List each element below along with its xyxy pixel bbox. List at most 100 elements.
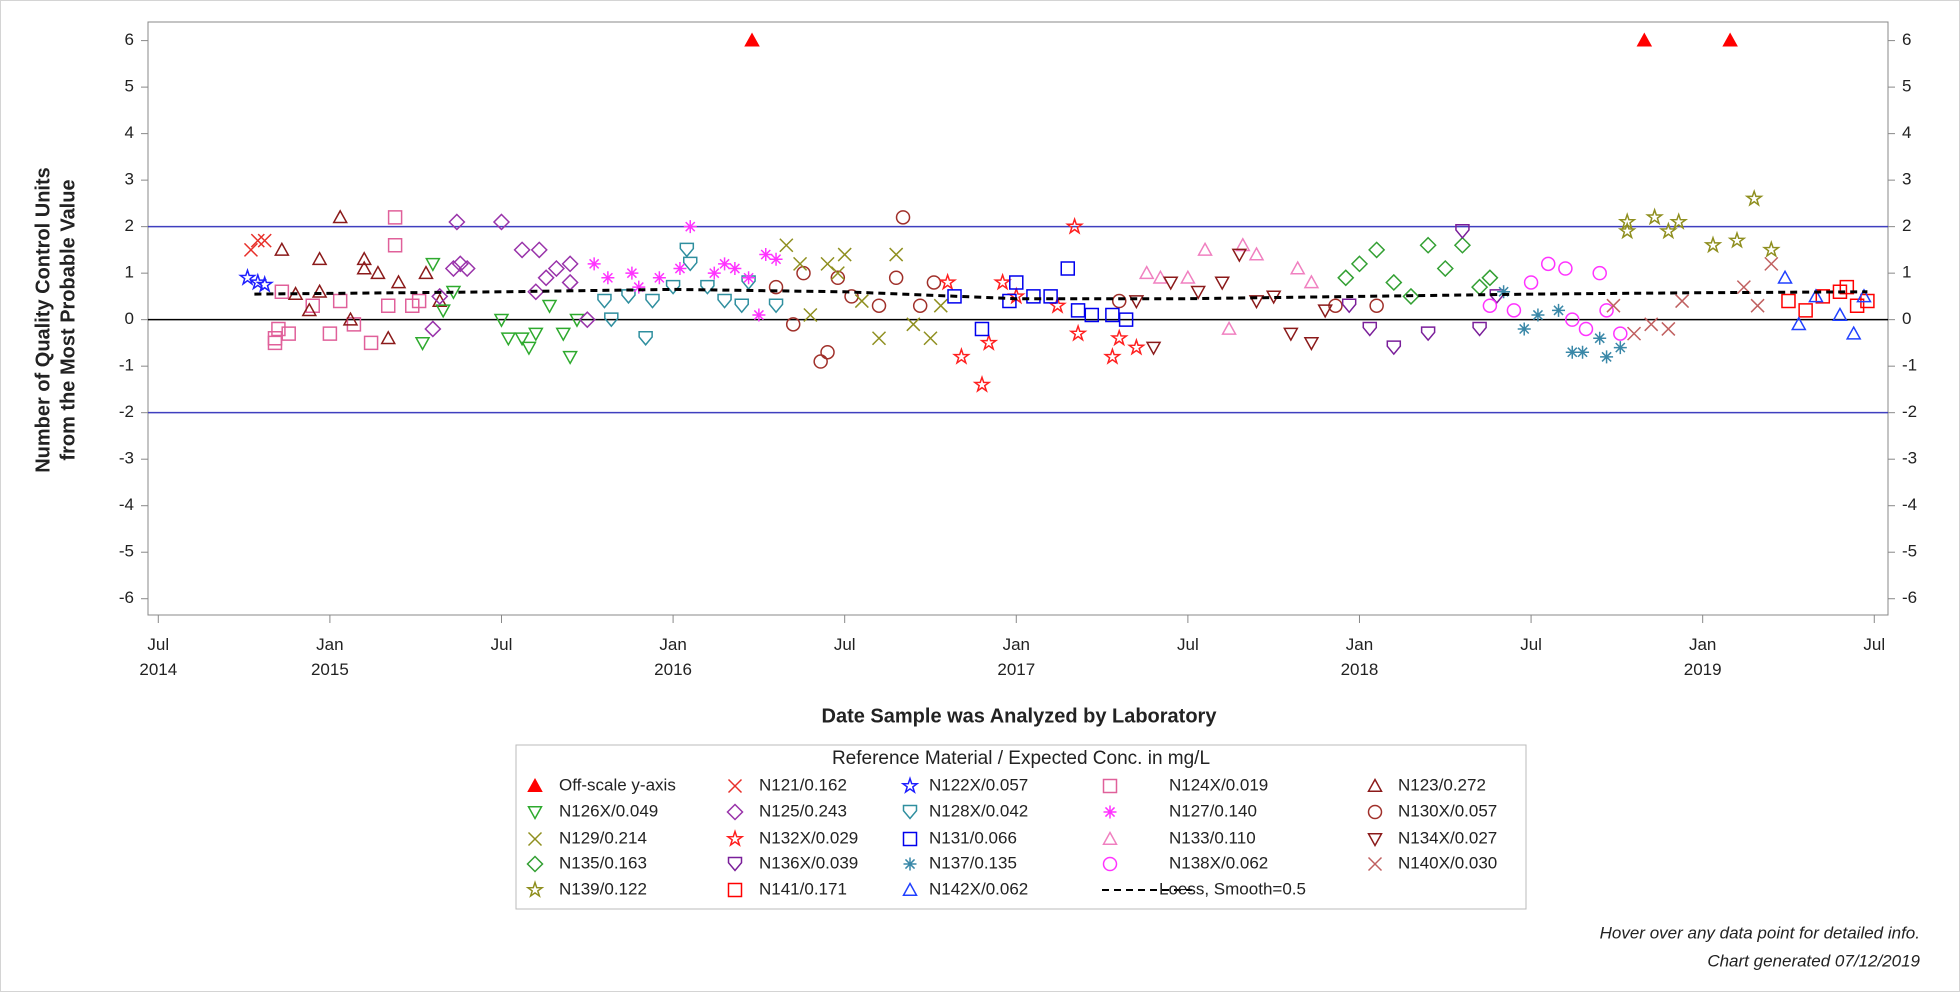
data-point (1627, 326, 1642, 341)
data-point (1613, 326, 1628, 341)
data-point (979, 332, 999, 351)
data-point (1727, 230, 1747, 249)
data-point (1419, 236, 1437, 254)
data-point (895, 210, 911, 225)
data-point (871, 331, 887, 346)
data-point (346, 317, 362, 332)
y-tick-label: 0 (1902, 309, 1911, 328)
data-point (1617, 221, 1637, 240)
data-point (1481, 269, 1499, 287)
data-point (1221, 320, 1237, 335)
legend-label: N129/0.214 (559, 828, 647, 847)
data-point (493, 313, 510, 328)
x-tick-label: Jan 2015 (311, 635, 349, 679)
y-tick-label: 4 (125, 123, 134, 142)
legend-marker (903, 857, 917, 871)
legend-marker (527, 806, 543, 821)
data-point (1453, 236, 1472, 254)
y-tick-label: 4 (1902, 123, 1911, 142)
data-point (742, 271, 756, 285)
legend-label: N134X/0.027 (1398, 828, 1497, 847)
data-point (830, 270, 846, 286)
data-point (673, 262, 687, 276)
data-point (1369, 298, 1384, 313)
data-point (435, 304, 451, 319)
data-point (1613, 341, 1627, 355)
data-point (1675, 294, 1690, 309)
data-point (1599, 303, 1614, 318)
data-point (830, 266, 845, 281)
data-point (281, 326, 296, 341)
legend-marker (900, 776, 920, 794)
legend-label: N140X/0.030 (1398, 853, 1497, 872)
y-tick-label: -6 (119, 588, 134, 607)
legend-title: Reference Material / Expected Conc. in m… (832, 748, 1210, 769)
data-point (1839, 279, 1855, 295)
x-tick-label: Jul (1520, 635, 1542, 654)
data-point (1565, 345, 1579, 359)
data-point (718, 257, 732, 271)
data-point (1636, 32, 1653, 47)
legend-marker (725, 829, 745, 847)
data-point (1472, 321, 1487, 337)
data-point (889, 247, 904, 262)
data-point (1455, 224, 1470, 239)
x-tick-label: Jul (1863, 635, 1885, 654)
y-tick-label: -3 (1902, 449, 1917, 468)
data-point (492, 213, 511, 231)
data-point (562, 350, 578, 365)
data-point (587, 257, 601, 271)
data-point (1402, 287, 1420, 305)
data-point (1368, 241, 1386, 259)
y-tick-label: -4 (119, 495, 134, 514)
data-point (1231, 248, 1248, 263)
data-point (561, 255, 579, 273)
legend-marker (1367, 777, 1383, 792)
data-point (632, 280, 646, 294)
data-point (645, 293, 660, 309)
data-point (1578, 321, 1594, 337)
data-point (741, 275, 756, 291)
data-point (1790, 316, 1807, 331)
legend-marker (902, 804, 918, 820)
data-point (923, 331, 938, 346)
legend-label: N141/0.171 (759, 879, 847, 898)
y-tick-label: 6 (125, 30, 134, 49)
data-point (1600, 350, 1614, 364)
y-tick-label: -5 (119, 542, 134, 561)
data-point (444, 259, 463, 278)
data-point (458, 259, 476, 278)
data-point (1068, 323, 1088, 342)
data-point (683, 220, 697, 234)
data-point (1162, 276, 1179, 291)
legend-label: N126X/0.049 (559, 801, 658, 820)
legend-label: N128X/0.042 (929, 801, 1028, 820)
data-point (906, 317, 921, 332)
data-point (1558, 261, 1573, 276)
data-point (1540, 256, 1556, 272)
data-point (912, 298, 928, 313)
data-point (1341, 298, 1357, 314)
data-point (1350, 255, 1369, 273)
legend-label: N136X/0.039 (759, 853, 858, 872)
y-tick-label: 3 (1902, 170, 1911, 189)
y-tick-label: 5 (125, 77, 134, 96)
legend-marker (902, 881, 918, 896)
data-point (1303, 274, 1320, 289)
data-point (728, 262, 742, 276)
data-point (972, 374, 992, 393)
data-point (1009, 275, 1024, 290)
data-point (238, 267, 257, 286)
data-point (257, 233, 272, 248)
data-point (1362, 321, 1378, 337)
data-point (1248, 246, 1265, 261)
data-point (1248, 295, 1265, 310)
data-point (888, 270, 904, 286)
y-axis-title: from the Most Probable Value (57, 179, 79, 460)
data-point (500, 332, 517, 347)
data-point (537, 269, 555, 287)
data-point (530, 241, 548, 259)
data-point (1214, 276, 1230, 291)
data-point (734, 298, 749, 314)
y-tick-label: -1 (119, 356, 134, 375)
